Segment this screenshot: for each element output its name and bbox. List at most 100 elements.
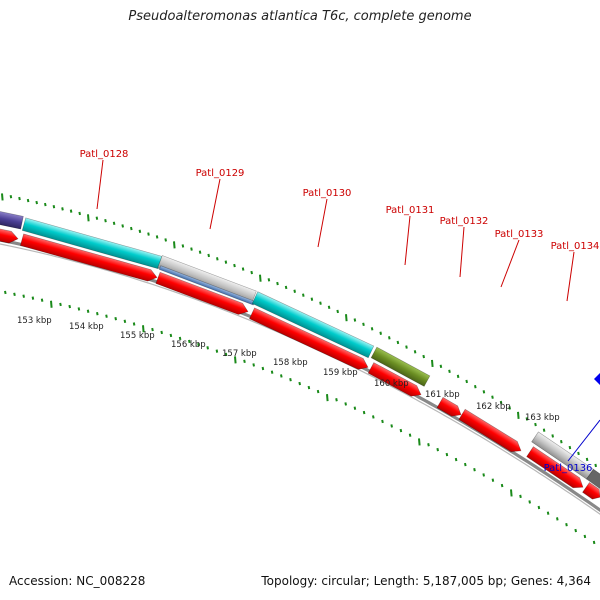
backbone-arc [0,238,600,513]
outer-tick [198,250,202,254]
feature-layer [0,209,600,500]
outer-tick [439,364,443,369]
inner-tick [436,447,439,452]
outer-tick [508,406,511,410]
gene-label: Patl_0136 [544,463,593,474]
cds-arrow-shape [436,396,462,417]
accession-label: Accession: NC_008228 [9,574,146,588]
outer-tick [267,278,271,282]
feature-patl-0129-band-shape [158,265,256,306]
cds-arrow-shape [367,362,422,397]
outer-tick [233,263,236,268]
inner-tick [418,438,421,446]
kbp-label: 154 kbp [69,322,104,332]
feature-patl-0134 [531,431,594,480]
cds-arrow [582,482,600,500]
feature-patl-0128 [21,217,163,270]
inner-tick [151,327,154,332]
inner-tick [234,356,237,364]
outer-tick [551,434,554,438]
inner-tick [473,468,476,472]
outer-tick [112,221,116,225]
outer-tick [241,267,245,271]
outer-tick [207,253,210,258]
cds-arrow-shape [155,271,249,315]
outer-tick [138,229,142,233]
outer-tick [396,340,400,345]
inner-tick [132,322,136,326]
outer-tick [121,224,124,228]
cds-arrow-shape [0,226,19,244]
outer-tick [534,422,537,427]
inner-tick [344,402,347,406]
gene-label: Patl_0130 [303,188,352,199]
outer-tick [35,200,38,205]
outer-tick [18,196,21,201]
inner-tick [4,290,7,295]
inner-tick [500,483,504,488]
inner-tick [252,363,255,367]
inner-tick [280,374,283,378]
inner-tick [215,349,219,353]
inner-tick [362,410,366,415]
outer-tick [585,457,589,462]
inner-tick [326,394,329,402]
inner-tick [372,415,375,419]
inner-tick [77,307,81,311]
kbp-label: 160 kbp [374,379,409,389]
gene-label: Patl_0131 [386,205,435,216]
cds-arrow [249,307,369,370]
inner-tick [96,311,99,316]
outer-tick [370,327,374,331]
outer-tick [224,260,228,264]
outer-tick [413,350,417,354]
outer-tick [190,247,193,251]
cds-arrow [436,396,462,417]
feature-patl-0134-shape [531,431,594,480]
kbp-label: 159 kbp [323,368,358,378]
outer-tick [61,207,64,211]
outer-tick [293,289,296,293]
outer-tick [250,270,253,275]
gene-leader-line [96,159,104,210]
inner-tick [353,406,357,410]
feature-patl-0128-shape [21,217,163,270]
outer-tick [499,400,503,405]
feature-purple-shape [0,209,24,230]
gene-label: Patl_0129 [196,168,245,179]
outer-tick [577,451,580,456]
outer-tick [155,235,159,239]
outer-tick [130,226,133,231]
map-title: Pseudoalteromonas atlantica T6c, complet… [128,9,472,24]
outer-tick [465,379,468,384]
kbp-label: 156 kbp [171,340,206,350]
inner-tick [31,296,35,300]
gene-leader-line [209,178,221,230]
tick-layer [1,193,597,545]
inner-tick [316,389,320,394]
topology-label: Topology: circular; Length: 5,187,005 bp… [261,574,591,588]
inner-tick [224,352,228,357]
inner-tick [399,428,403,433]
inner-tick [22,294,25,298]
inner-tick [454,457,458,462]
inner-tick [197,342,200,347]
inner-tick [381,419,384,424]
outer-tick [594,463,597,468]
gene-leader-line [567,419,600,462]
inner-tick [519,494,522,499]
kbp-label: 158 kbp [273,358,308,368]
feature-dark-shape [586,468,600,496]
outer-tick [104,219,107,223]
kbp-label: 153 kbp [17,316,52,326]
inner-tick [178,336,182,341]
cds-arrow [155,271,249,315]
kbp-label: 155 kbp [120,331,155,341]
outer-tick [95,216,99,220]
inner-tick [528,500,531,504]
outer-tick [422,354,425,359]
outer-tick [147,232,150,236]
inner-tick [188,339,191,344]
feature-patl-0130-shape [251,291,375,359]
